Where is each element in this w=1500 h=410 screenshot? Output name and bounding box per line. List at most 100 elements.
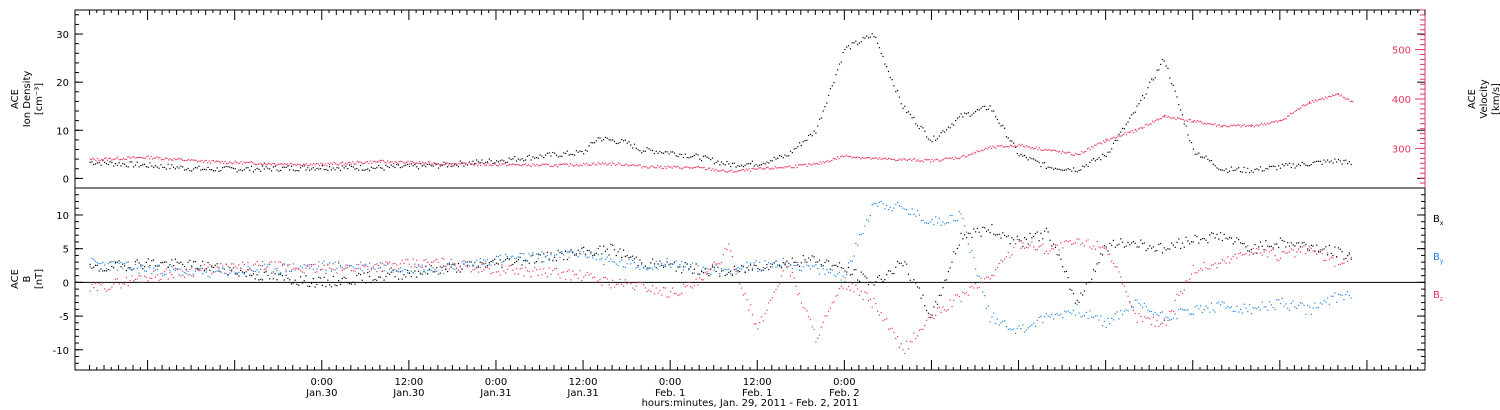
- bx-series-point: [490, 261, 492, 263]
- velocity-series-point: [101, 158, 103, 161]
- density-series-point: [539, 154, 541, 156]
- bx-series-point: [118, 260, 120, 262]
- velocity-series-point: [1333, 95, 1335, 97]
- bz-series-point: [601, 284, 603, 286]
- bx-series-point: [292, 282, 294, 284]
- density-series-point: [309, 169, 311, 171]
- bx-series-point: [828, 260, 830, 262]
- bz-series-point: [534, 266, 536, 268]
- velocity-series-point: [1268, 123, 1270, 125]
- velocity-series-point: [403, 162, 405, 164]
- density-series-point: [759, 164, 761, 166]
- bx-series-point: [958, 244, 960, 246]
- by-series-point: [840, 279, 842, 281]
- by-series-point: [345, 267, 347, 269]
- bz-series-point: [1223, 260, 1225, 262]
- bx-series-point: [595, 252, 597, 255]
- bx-series-point: [871, 281, 873, 284]
- bx-series-point: [365, 282, 367, 284]
- by-series-point: [149, 267, 151, 269]
- velocity-series-point: [525, 163, 527, 165]
- velocity-series-point: [864, 157, 866, 159]
- by-series-point: [1250, 312, 1253, 315]
- bx-series-point: [1111, 244, 1113, 246]
- velocity-series-point: [902, 158, 904, 160]
- velocity-series-point: [1213, 124, 1215, 126]
- bx-series-point: [456, 271, 458, 273]
- by-series-point: [1087, 317, 1089, 319]
- density-series-point: [581, 150, 583, 153]
- bz-series-point: [356, 268, 358, 270]
- velocity-series-point: [387, 160, 389, 162]
- density-series-point: [1321, 163, 1323, 166]
- bz-series-point: [287, 265, 289, 267]
- by-series-point: [891, 210, 893, 212]
- density-series-point: [450, 165, 452, 167]
- bz-series-point: [720, 261, 723, 264]
- velocity-series-point: [432, 163, 434, 165]
- by-series-point: [200, 267, 202, 269]
- velocity-series-point: [194, 159, 196, 161]
- velocity-series-point: [230, 162, 232, 164]
- by-series-point: [238, 271, 240, 274]
- bz-series-point: [138, 275, 140, 277]
- bx-series-point: [679, 266, 681, 268]
- velocity-series-point: [1163, 115, 1165, 117]
- bz-series-point: [953, 299, 955, 301]
- by-series-point: [123, 263, 126, 265]
- bx-series-point: [927, 312, 930, 314]
- density-series-point: [378, 164, 380, 167]
- by-series-point: [875, 203, 877, 205]
- by-series-point: [1265, 306, 1267, 308]
- bx-series-point: [759, 269, 761, 271]
- density-series-point: [1194, 153, 1196, 155]
- bz-series-point: [1004, 258, 1006, 260]
- density-series-point: [401, 166, 403, 168]
- by-series-point: [969, 251, 971, 253]
- velocity-series-point: [792, 167, 794, 169]
- bx-series-point: [996, 234, 998, 236]
- by-series-point: [1172, 317, 1174, 319]
- velocity-series-point: [371, 162, 373, 165]
- bx-series-point: [350, 283, 353, 285]
- velocity-series-point: [1263, 122, 1266, 125]
- bx-series-point: [851, 273, 853, 275]
- bx-series-point: [780, 267, 783, 269]
- density-series-point: [196, 167, 198, 169]
- bz-series-point: [595, 281, 597, 283]
- bz-series-point: [889, 328, 891, 330]
- bz-series-point: [900, 343, 902, 345]
- by-series-point: [1047, 315, 1049, 317]
- bz-series-point: [557, 273, 559, 275]
- velocity-series-point: [96, 157, 98, 159]
- bx-series-point: [432, 271, 434, 273]
- velocity-series-point: [227, 163, 229, 165]
- bz-series-point: [550, 273, 552, 275]
- by-series-point: [1259, 309, 1262, 311]
- bz-series-point: [198, 270, 200, 272]
- density-series-point: [780, 155, 783, 157]
- bx-series-point: [156, 265, 158, 267]
- velocity-series-point: [1163, 116, 1165, 118]
- bx-series-point: [1136, 246, 1138, 248]
- bx-series-point: [769, 266, 772, 268]
- bx-series-point: [203, 269, 206, 271]
- by-series-point: [606, 256, 608, 258]
- bz-series-point: [731, 255, 734, 258]
- bx-series-point: [134, 261, 137, 263]
- bx-series-point: [929, 316, 931, 318]
- bz-series-point: [802, 306, 804, 309]
- velocity-series-point: [1352, 101, 1354, 103]
- by-series-point: [220, 271, 222, 273]
- by-series-point: [338, 260, 340, 263]
- density-series-point: [559, 155, 561, 157]
- by-series-point: [791, 267, 793, 270]
- bz-series-point: [1209, 268, 1211, 270]
- by-series-point: [454, 268, 456, 270]
- bx-series-point: [1299, 246, 1301, 248]
- velocity-series-point: [1027, 146, 1029, 148]
- bx-series-point: [648, 267, 650, 269]
- by-series-point: [1033, 322, 1035, 324]
- bz-series-point: [849, 289, 851, 291]
- density-series-point: [316, 167, 318, 170]
